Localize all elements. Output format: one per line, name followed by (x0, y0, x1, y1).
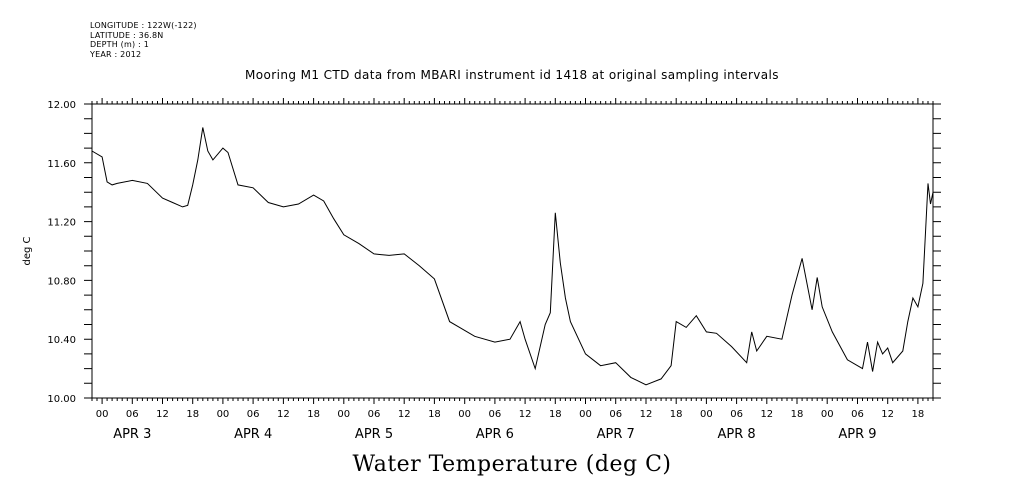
day-label: APR 7 (597, 427, 635, 442)
chart-title: Mooring M1 CTD data from MBARI instrumen… (245, 68, 779, 82)
y-axis-label: deg C (22, 236, 33, 265)
x-tick-label: 06 (247, 409, 260, 420)
x-tick-label: 00 (217, 409, 230, 420)
y-tick-label: 11.20 (47, 218, 76, 229)
plot-frame (91, 103, 934, 399)
depth-line: DEPTH (m) : 1 (90, 40, 149, 50)
metadata-block: LONGITUDE : 122W(-122) LATITUDE : 36.8N … (90, 21, 197, 59)
x-tick-label: 12 (519, 409, 532, 420)
x-tick-label: 18 (428, 409, 441, 420)
x-tick-label: 12 (277, 409, 290, 420)
y-tick-label: 10.80 (47, 276, 76, 287)
day-labels: APR 3 APR 4 APR 5 APR 6 APR 7 APR 8 APR 9 (113, 427, 876, 442)
longitude-line: LONGITUDE : 122W(-122) (90, 21, 197, 30)
x-tick-labels: 00 06 12 18 00 06 12 18 00 06 12 18 00 06 12 18 00 06 12 18… (96, 409, 925, 420)
y-tick-label: 10.00 (47, 394, 76, 405)
day-label: APR 6 (476, 427, 514, 442)
x-tick-label: 00 (337, 409, 350, 420)
x-axis-title: Water Temperature (deg C) (352, 452, 672, 477)
latitude-line: LATITUDE : 36.8N (90, 30, 164, 40)
y-tick-label: 11.60 (47, 159, 76, 170)
x-tick-label: 00 (458, 409, 471, 420)
day-label: APR 5 (355, 427, 393, 442)
x-tick-label: 06 (609, 409, 622, 420)
axis-ticks (84, 98, 941, 404)
x-tick-label: 18 (307, 409, 320, 420)
x-tick-label: 12 (640, 409, 653, 420)
x-tick-label: 00 (821, 409, 834, 420)
y-tick-label: 10.40 (47, 335, 76, 346)
x-tick-label: 18 (912, 409, 925, 420)
x-tick-label: 12 (760, 409, 773, 420)
x-tick-label: 00 (96, 409, 109, 420)
x-tick-label: 06 (368, 409, 381, 420)
x-tick-label: 06 (851, 409, 864, 420)
x-tick-label: 18 (791, 409, 804, 420)
x-tick-label: 18 (549, 409, 562, 420)
y-tick-label: 12.00 (47, 100, 76, 111)
x-tick-label: 18 (670, 409, 683, 420)
day-label: APR 3 (113, 427, 151, 442)
x-tick-label: 12 (881, 409, 894, 420)
day-label: APR 4 (234, 427, 272, 442)
x-tick-label: 12 (156, 409, 169, 420)
year-line: YEAR : 2012 (90, 49, 142, 59)
tick-marks (84, 98, 941, 404)
x-tick-label: 00 (700, 409, 713, 420)
water-temperature-series-line (91, 127, 934, 386)
day-label: APR 9 (838, 427, 876, 442)
day-label: APR 8 (718, 427, 756, 442)
y-tick-labels: 10.00 10.40 10.80 11.20 11.60 12.00 (47, 100, 76, 405)
x-tick-label: 12 (398, 409, 411, 420)
x-tick-label: 18 (186, 409, 199, 420)
x-tick-label: 00 (579, 409, 592, 420)
x-tick-label: 06 (126, 409, 139, 420)
x-tick-label: 06 (730, 409, 743, 420)
x-tick-label: 06 (489, 409, 502, 420)
